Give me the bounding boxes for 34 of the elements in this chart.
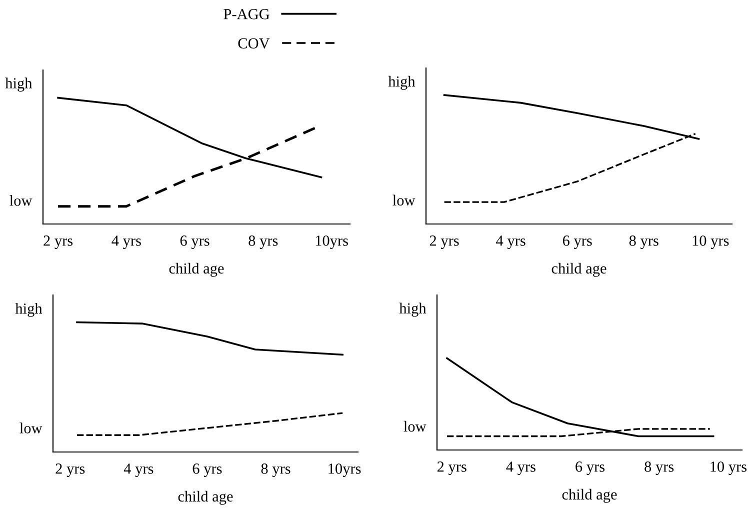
x-tick-label: 8 yrs	[261, 464, 290, 477]
text: low	[404, 420, 426, 432]
x-tick-label: 4 yrs	[112, 236, 141, 249]
x-tick-label: 8 yrs	[629, 236, 658, 249]
x-tick-label: 2 yrs	[44, 236, 73, 249]
x-tick-label: 4 yrs	[506, 462, 536, 475]
x-tick-label: 2 yrs	[56, 464, 85, 477]
x-tick-label: 6 yrs	[562, 236, 592, 249]
x-tick-label: 10 yrs	[692, 236, 729, 249]
x-tick-label: 6 yrs	[180, 236, 210, 249]
legend-label: COV	[238, 38, 270, 49]
x-axis-title: child age	[178, 490, 233, 505]
x-tick-label: 10yrs	[316, 236, 348, 249]
text: high	[399, 302, 426, 317]
text: low	[20, 422, 42, 434]
x-tick-label: 2 yrs	[430, 236, 459, 249]
text: high	[15, 302, 42, 317]
x-tick-label: 6 yrs	[576, 462, 605, 475]
legend-label: P-AGG	[224, 9, 270, 20]
x-tick-label: 10 yrs	[710, 462, 747, 475]
text: low	[392, 194, 416, 206]
x-tick-label: 2 yrs	[437, 462, 466, 475]
x-tick-label: 8 yrs	[248, 236, 278, 249]
x-tick-label: 8 yrs	[644, 462, 674, 475]
x-axis-title: child age	[562, 488, 617, 503]
text: low	[10, 195, 32, 206]
x-tick-label: 10yrs	[328, 464, 361, 477]
x-tick-label: 4 yrs	[496, 236, 526, 249]
text: high	[5, 78, 32, 92]
x-tick-label: 6 yrs	[192, 464, 222, 477]
x-axis-title: child age	[552, 262, 606, 277]
x-tick-label: 4 yrs	[124, 464, 154, 477]
text: high	[388, 76, 416, 90]
x-axis-title: child age	[169, 262, 224, 277]
